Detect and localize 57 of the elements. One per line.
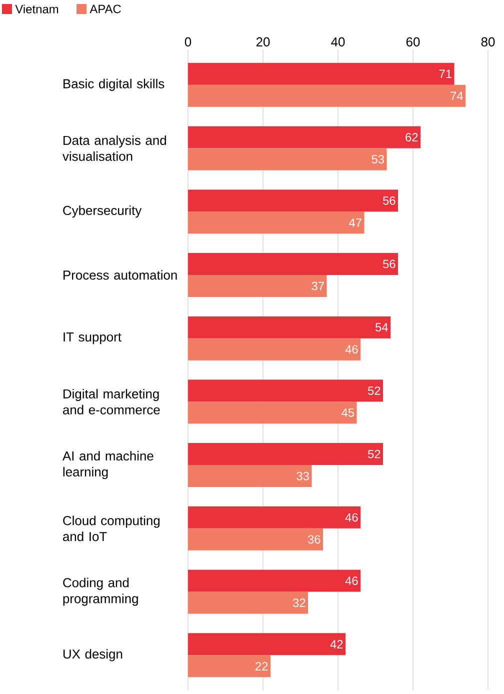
data-label: 56 [382, 196, 396, 205]
data-label: 52 [368, 386, 380, 395]
y-tick-label: Cybersecurity [63, 206, 142, 218]
bar [188, 402, 357, 424]
y-tick-label: Data analysis and visualisation [62, 135, 166, 161]
data-label: 54 [375, 323, 388, 332]
data-label: 56 [382, 260, 396, 268]
y-tick-label: UX design [63, 649, 122, 662]
bar [188, 465, 312, 488]
y-tick-label: Process automation [64, 270, 177, 280]
x-tick-label: 80 [481, 37, 495, 46]
data-label: 22 [256, 662, 268, 670]
data-label: 33 [296, 472, 310, 480]
bar [188, 126, 420, 148]
data-label: 52 [368, 450, 380, 458]
x-tick-label: 40 [331, 37, 345, 46]
bar [188, 338, 360, 360]
data-label: 37 [312, 282, 324, 290]
bar [188, 380, 383, 402]
y-tick-label: IT support [64, 332, 122, 344]
bar [188, 274, 327, 297]
y-tick-label: AI and machine learning [62, 451, 154, 480]
bar [188, 62, 454, 85]
data-label: 71 [439, 70, 452, 78]
bar [188, 148, 387, 170]
data-label: 46 [345, 576, 358, 586]
bar [188, 528, 323, 550]
bar [188, 316, 390, 338]
bar [188, 506, 360, 528]
data-label: 74 [450, 92, 463, 100]
data-label: 32 [292, 598, 306, 608]
bar [188, 212, 364, 234]
y-tick-label: Coding and programming [63, 578, 138, 606]
y-tick-label: Digital marketing and e-commerce [63, 388, 160, 414]
bar [188, 190, 398, 212]
data-label: 62 [406, 132, 418, 142]
data-label: 53 [372, 154, 384, 164]
data-label: 45 [342, 408, 354, 417]
y-tick-label: Basic digital skills [64, 78, 164, 91]
data-label: 47 [349, 218, 362, 227]
x-tick-label: 60 [406, 37, 420, 46]
x-tick-label: 0 [184, 37, 192, 46]
bar [188, 655, 270, 678]
bar [188, 570, 360, 592]
legend-label: APAC [90, 4, 121, 14]
data-label: 46 [345, 345, 358, 354]
bar [188, 84, 466, 107]
bar [188, 633, 346, 656]
bar [188, 592, 308, 614]
data-label: 46 [345, 513, 358, 522]
data-label: 42 [330, 640, 343, 648]
bar [188, 252, 398, 275]
y-tick-label: Cloud computing and IoT [63, 516, 160, 542]
data-label: 36 [308, 535, 320, 544]
bar [188, 443, 383, 466]
x-tick-label: 20 [256, 37, 270, 46]
legend-label: Vietnam [15, 4, 58, 14]
